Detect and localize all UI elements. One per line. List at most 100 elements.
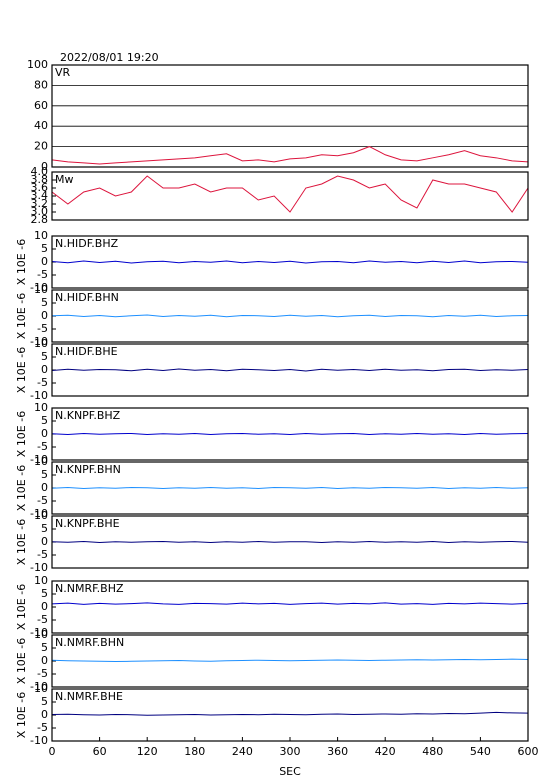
series-line <box>51 368 529 372</box>
y-tick-label: 5 <box>41 468 48 481</box>
y-tick-label: 3.4 <box>31 189 49 202</box>
y-tick-label: -5 <box>37 613 48 626</box>
x-tick-label: 360 <box>327 745 348 758</box>
x-tick-label: 540 <box>470 745 491 758</box>
y-tick-label: -10 <box>30 507 48 520</box>
panel-label: N.KNPF.BHN <box>55 463 121 476</box>
y-tick-label: 0 <box>41 363 48 376</box>
x-tick-label: 600 <box>518 745 539 758</box>
y-tick-label: 0 <box>41 481 48 494</box>
series-line <box>51 711 529 716</box>
panel-frame <box>51 461 529 515</box>
y-tick-label: 4.0 <box>31 165 49 178</box>
x-tick-label: 300 <box>280 745 301 758</box>
panel-label: N.HIDF.BHE <box>55 345 118 358</box>
x-tick-label: 420 <box>375 745 396 758</box>
y-tick-label: -5 <box>37 667 48 680</box>
panel-frame <box>51 634 529 688</box>
series-line <box>51 540 529 544</box>
panel-label: VR <box>55 66 71 79</box>
y-tick-label: 5 <box>41 641 48 654</box>
y-axis-label: X 10E -6 <box>15 347 28 393</box>
panel-label: N.NMRF.BHE <box>55 690 123 703</box>
panel-frame <box>51 343 529 397</box>
y-tick-label: 40 <box>34 119 48 132</box>
panel-frame <box>51 235 529 289</box>
y-tick-label: 60 <box>34 99 48 112</box>
x-tick-label: 60 <box>93 745 107 758</box>
panel-frame <box>51 171 529 221</box>
panel-label: N.NMRF.BHZ <box>55 582 124 595</box>
y-axis-label: X 10E -6 <box>15 692 28 738</box>
chart-title: 2022/08/01 19:20 <box>60 51 159 64</box>
y-axis-label: X 10E -6 <box>15 519 28 565</box>
y-tick-label: 3.6 <box>31 181 49 194</box>
series-line <box>51 146 529 165</box>
panel-frame <box>51 407 529 461</box>
y-tick-label: 0 <box>41 255 48 268</box>
y-axis-label: X 10E -6 <box>15 465 28 511</box>
y-tick-label: -10 <box>30 281 48 294</box>
y-tick-label: 10 <box>34 401 48 414</box>
y-tick-label: 0 <box>41 654 48 667</box>
y-tick-label: 100 <box>27 58 48 71</box>
panel-label: N.HIDF.BHN <box>55 291 119 304</box>
y-tick-label: -10 <box>30 734 48 747</box>
y-tick-label: 5 <box>41 695 48 708</box>
panel-label: N.KNPF.BHZ <box>55 409 121 422</box>
y-tick-label: -5 <box>37 440 48 453</box>
series-line <box>51 314 529 318</box>
x-tick-label: 240 <box>232 745 253 758</box>
y-tick-label: 5 <box>41 522 48 535</box>
y-axis-label: X 10E -6 <box>15 239 28 285</box>
y-tick-label: 0 <box>41 535 48 548</box>
y-axis-label: X 10E -6 <box>15 584 28 630</box>
y-tick-label: 10 <box>34 682 48 695</box>
y-tick-label: 5 <box>41 587 48 600</box>
panel-label: N.HIDF.BHZ <box>55 237 119 250</box>
panel-frame <box>51 515 529 569</box>
y-tick-label: -5 <box>37 376 48 389</box>
series-line <box>51 260 529 264</box>
y-axis-label: X 10E -6 <box>15 638 28 684</box>
panel-label: N.KNPF.BHE <box>55 517 120 530</box>
series-line <box>51 432 529 436</box>
y-tick-label: 0 <box>41 309 48 322</box>
panel-frame <box>51 580 529 634</box>
y-tick-label: -5 <box>37 322 48 335</box>
y-tick-label: 0 <box>41 708 48 721</box>
y-tick-label: 10 <box>34 509 48 522</box>
y-tick-label: -10 <box>30 335 48 348</box>
y-tick-label: 10 <box>34 229 48 242</box>
panel-frame <box>51 64 529 168</box>
x-tick-label: 480 <box>422 745 443 758</box>
y-tick-label: -10 <box>30 626 48 639</box>
series-line <box>51 175 529 213</box>
y-axis-label: X 10E -6 <box>15 411 28 457</box>
y-tick-label: 5 <box>41 414 48 427</box>
series-line <box>51 658 529 663</box>
x-tick-label: 120 <box>137 745 158 758</box>
x-tick-label: 180 <box>184 745 205 758</box>
y-tick-label: 3.8 <box>31 173 49 186</box>
y-tick-label: 0 <box>41 600 48 613</box>
y-tick-label: -5 <box>37 548 48 561</box>
y-tick-label: -5 <box>37 268 48 281</box>
y-tick-label: 3.2 <box>31 197 49 210</box>
y-tick-label: -10 <box>30 389 48 402</box>
panel-frame <box>51 289 529 343</box>
y-tick-label: 2.8 <box>31 213 49 226</box>
y-tick-label: -5 <box>37 721 48 734</box>
y-tick-label: -10 <box>30 453 48 466</box>
panel-label: N.NMRF.BHN <box>55 636 124 649</box>
y-tick-label: -5 <box>37 494 48 507</box>
y-tick-label: 10 <box>34 574 48 587</box>
y-tick-label: 10 <box>34 337 48 350</box>
y-tick-label: 20 <box>34 140 48 153</box>
y-axis-label: X 10E -6 <box>15 293 28 339</box>
y-tick-label: 0 <box>41 160 48 173</box>
y-tick-label: -10 <box>30 561 48 574</box>
y-tick-label: 3.0 <box>31 205 49 218</box>
y-tick-label: 80 <box>34 78 48 91</box>
